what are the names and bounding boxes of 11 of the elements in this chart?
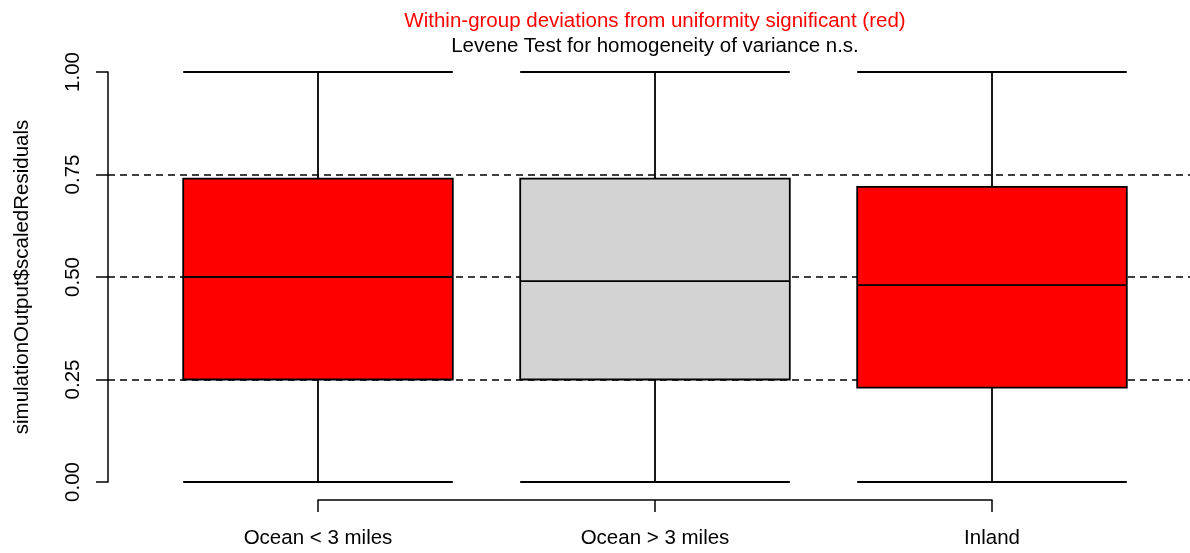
y-tick-label: 0.25 [60, 359, 83, 400]
y-tick-label: 0.00 [60, 462, 83, 502]
y-tick-label: 1.00 [60, 52, 83, 92]
chart-subtitle: Levene Test for homogeneity of variance n.s. [451, 33, 859, 56]
y-tick-label: 0.75 [60, 154, 83, 195]
y-tick-label: 0.50 [60, 257, 83, 297]
chart-title: Within-group deviations from uniformity significant (red) [404, 8, 906, 31]
y-axis-title: simulationOutput$scaledResiduals [9, 119, 32, 435]
x-tick-label: Ocean < 3 miles [243, 525, 393, 548]
x-tick-label: Inland [964, 525, 1020, 548]
x-tick-label: Ocean > 3 miles [580, 525, 730, 548]
